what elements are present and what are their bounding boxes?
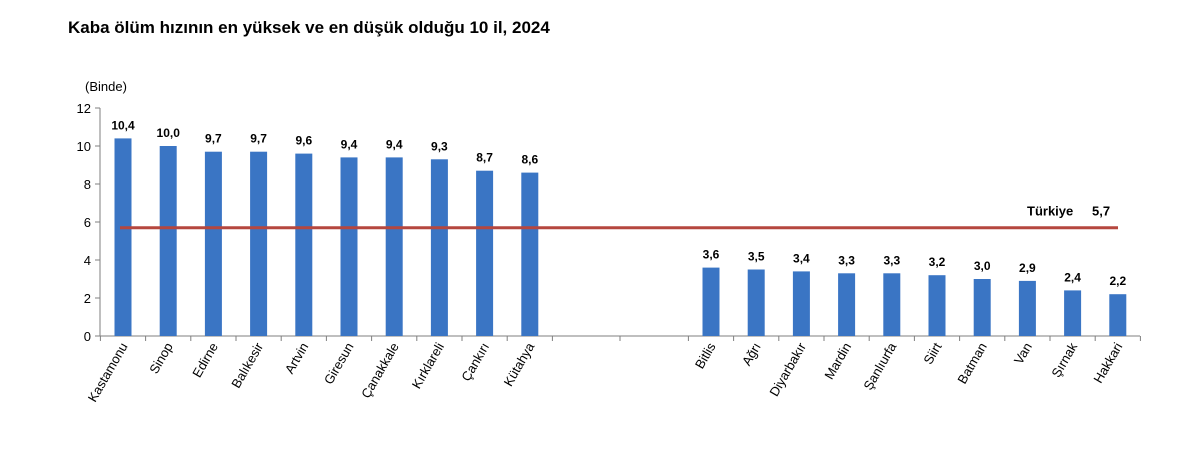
bar-Artvin <box>295 153 313 336</box>
y-tick-label: 0 <box>84 329 91 344</box>
chart-title: Kaba ölüm hızının en yüksek ve en düşük … <box>68 18 550 37</box>
x-category-label: Edirne <box>189 340 221 380</box>
reference-line-label: Türkiye <box>1027 204 1073 219</box>
data-label: 9,4 <box>341 137 358 151</box>
x-category-label: Ağrı <box>739 340 764 368</box>
y-tick-label: 2 <box>84 291 91 306</box>
data-label: 9,4 <box>386 137 403 151</box>
data-label: 10,0 <box>157 126 181 140</box>
y-tick-label: 10 <box>77 139 91 154</box>
data-label: 3,6 <box>703 248 720 262</box>
x-category-label: Kütahya <box>501 339 538 388</box>
x-category-label: Kırklareli <box>409 340 447 391</box>
reference-line-value: 5,7 <box>1092 204 1110 219</box>
data-label: 9,3 <box>431 139 448 153</box>
bar-Kırklareli <box>430 159 448 336</box>
x-category-label: Hakkari <box>1090 340 1125 386</box>
x-category-label: Balıkesir <box>228 339 266 390</box>
x-category-label: Mardin <box>821 340 854 382</box>
data-label: 8,7 <box>476 151 493 165</box>
x-category-label: Siirt <box>920 340 944 367</box>
data-label: 3,0 <box>974 259 991 273</box>
y-tick-label: 4 <box>84 253 91 268</box>
bar-Kütahya <box>521 172 539 336</box>
data-label: 9,6 <box>295 134 312 148</box>
data-label: 2,9 <box>1019 261 1036 275</box>
x-category-label: Diyarbakır <box>766 339 809 398</box>
x-category-label: Sinop <box>146 340 176 376</box>
data-label: 3,4 <box>793 251 810 265</box>
data-label: 3,5 <box>748 250 765 264</box>
x-category-label: Çankırı <box>458 340 492 384</box>
bar-Sinop <box>159 146 177 336</box>
bar-Mardin <box>838 273 856 336</box>
data-label: 3,2 <box>929 255 946 269</box>
data-label: 9,7 <box>205 132 222 146</box>
bar-Diyarbakır <box>792 271 810 336</box>
bar-Çankırı <box>476 170 494 336</box>
bar-Hakkari <box>1109 294 1127 336</box>
bar-Van <box>1018 280 1036 336</box>
bar-Şanlıurfa <box>883 273 901 336</box>
bar-Edirne <box>204 151 222 336</box>
y-tick-label: 8 <box>84 177 91 192</box>
x-category-label: Kastamonu <box>85 340 131 404</box>
data-label: 3,3 <box>838 253 855 267</box>
data-label: 2,4 <box>1064 270 1081 284</box>
x-category-label: Çanakkale <box>358 340 402 401</box>
y-tick-label: 6 <box>84 215 91 230</box>
bar-Şırnak <box>1064 290 1082 336</box>
bar-Ağrı <box>747 269 765 336</box>
data-label: 3,3 <box>883 253 900 267</box>
bar-Bitlis <box>702 267 720 336</box>
data-label: 9,7 <box>250 132 267 146</box>
bar-Kastamonu <box>114 138 132 336</box>
x-category-label: Artvin <box>282 340 312 376</box>
bar-Siirt <box>928 275 946 336</box>
data-label: 10,4 <box>111 118 135 132</box>
bar-Çanakkale <box>385 157 403 336</box>
y-axis-unit-label: (Binde) <box>85 79 127 94</box>
bar-Batman <box>973 279 991 336</box>
x-category-label: Bitlis <box>692 340 719 372</box>
bar-Giresun <box>340 157 358 336</box>
data-label: 2,2 <box>1109 274 1126 288</box>
x-category-label: Şırnak <box>1048 340 1080 380</box>
x-category-label: Giresun <box>321 340 357 387</box>
x-category-label: Van <box>1011 340 1035 367</box>
x-category-label: Batman <box>954 340 989 386</box>
bar-Balıkesir <box>250 151 268 336</box>
y-tick-label: 12 <box>77 101 91 116</box>
x-category-label: Şanlıurfa <box>860 339 899 392</box>
data-label: 8,6 <box>521 153 538 167</box>
